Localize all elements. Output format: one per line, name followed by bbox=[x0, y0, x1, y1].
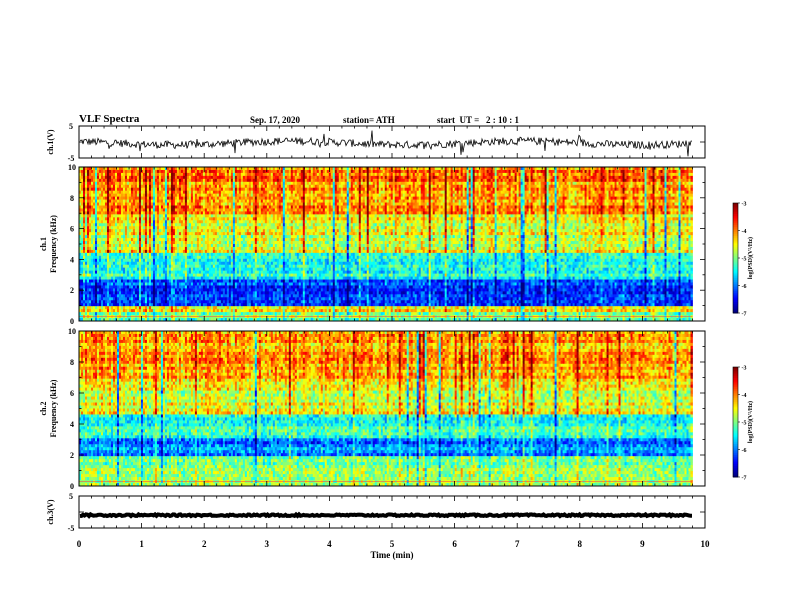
spectrogram-cell bbox=[690, 208, 692, 211]
y-tick-label: 5 bbox=[69, 122, 73, 131]
spectrogram-cell bbox=[690, 188, 692, 191]
spectrogram-cell bbox=[690, 179, 692, 182]
spectrogram-cell bbox=[690, 200, 692, 203]
y-axis-label: ch.1(V) bbox=[46, 129, 55, 154]
spectrogram-cell bbox=[690, 197, 692, 200]
spectrogram-cell bbox=[690, 194, 692, 197]
spectrogram-cell bbox=[690, 170, 692, 173]
y-tick-label: -5 bbox=[68, 154, 75, 163]
spectrogram-cell bbox=[690, 185, 692, 188]
spectrogram-cell bbox=[690, 182, 692, 185]
spectrogram-cell bbox=[690, 206, 692, 209]
ch1-waveform-line bbox=[80, 131, 692, 157]
spectrogram-cell bbox=[690, 191, 692, 194]
spectrogram-ch1 bbox=[79, 167, 693, 321]
spectrogram-cell bbox=[690, 203, 692, 206]
spectrogram-cell bbox=[690, 176, 692, 179]
spectrogram-cell bbox=[690, 173, 692, 176]
